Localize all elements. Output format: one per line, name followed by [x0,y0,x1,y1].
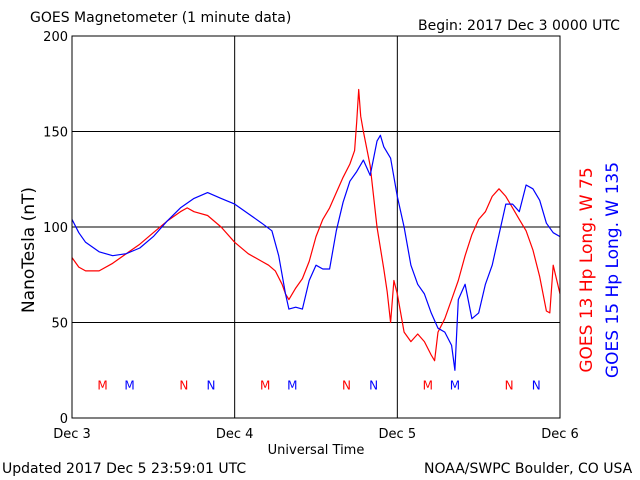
chart-grid [72,36,560,418]
legend-entry-1: GOES 13 Hp Long. W 75 [577,167,597,372]
y-tick-label: 50 [51,317,68,332]
x-tick-labels: Dec 3 Dec 4 Dec 5 Dec 6 [53,427,579,442]
x-tick-label: Dec 6 [541,427,579,442]
marker-m: M [423,378,433,392]
y-tick-label: 0 [60,412,68,427]
x-axis-label: Universal Time [268,443,365,458]
y-tick-label: 150 [43,126,68,141]
source-credit: NOAA/SWPC Boulder, CO USA [424,461,633,477]
y-tick-labels: 0 50 100 150 200 [43,30,68,427]
updated-timestamp: Updated 2017 Dec 5 23:59:01 UTC [2,461,247,477]
marker-m: M [450,378,460,392]
series-line-1 [71,88,561,362]
x-tick-label: Dec 5 [379,427,417,442]
x-tick-label: Dec 4 [216,427,254,442]
marker-m: M [124,378,134,392]
y-axis-label: NanoTesla (nT) [19,187,39,313]
marker-n: N [206,378,215,392]
marker-n: N [342,378,351,392]
y-tick-label: 100 [43,221,68,236]
chart-title: GOES Magnetometer (1 minute data) [30,10,292,26]
marker-n: N [179,378,188,392]
legend: GOES 13 Hp Long. W 75 GOES 15 Hp Long. W … [577,162,623,378]
marker-n: N [532,378,541,392]
y-tick-label: 200 [43,30,68,45]
chart-series-lines [71,88,561,371]
x-tick-label: Dec 3 [53,427,91,442]
marker-m: M [260,378,270,392]
legend-entry-2: GOES 15 Hp Long. W 135 [603,162,623,378]
marker-m: M [97,378,107,392]
marker-n: N [369,378,378,392]
marker-n: N [505,378,514,392]
begin-time-label: Begin: 2017 Dec 3 0000 UTC [418,18,620,34]
plot-frame [71,35,561,419]
series-line-2 [71,134,561,371]
marker-m: M [287,378,297,392]
